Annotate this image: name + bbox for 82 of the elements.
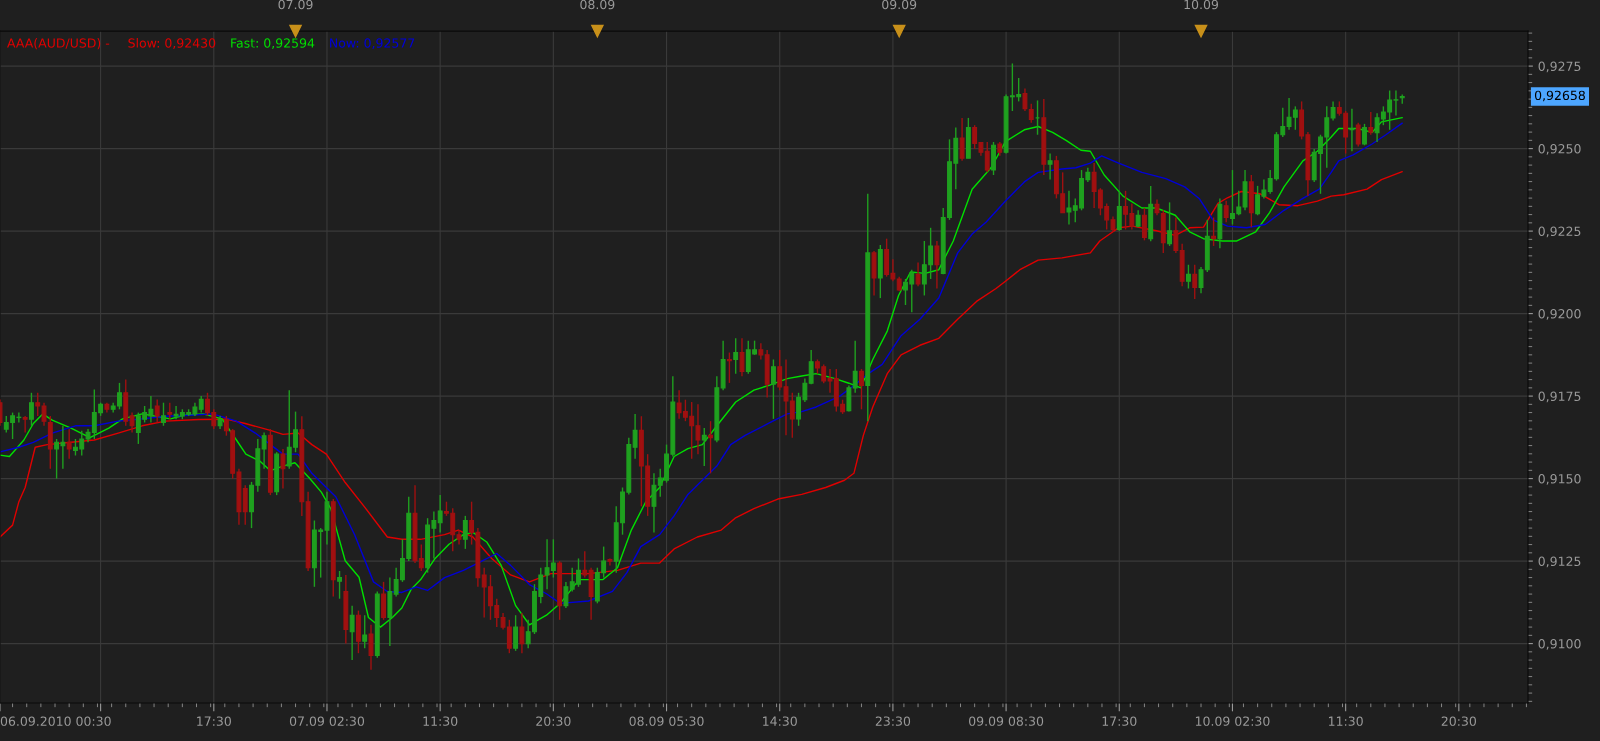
candlestick — [770, 358, 776, 420]
candlestick — [632, 413, 638, 460]
candlestick — [739, 337, 745, 377]
candlestick — [1028, 103, 1034, 124]
candlestick — [846, 384, 852, 413]
x-tick-label: 23:30 — [875, 716, 911, 726]
candlestick — [915, 261, 921, 287]
candlestick — [1116, 190, 1122, 232]
candlestick — [368, 624, 374, 671]
candlestick — [808, 349, 814, 385]
candlestick — [1173, 216, 1179, 254]
candlestick — [859, 368, 864, 410]
candlestick — [362, 614, 368, 649]
candlestick — [349, 604, 355, 661]
x-tick-label: 10.09 02:30 — [1195, 716, 1270, 726]
x-tick-label: 20:30 — [1441, 716, 1477, 726]
candlestick — [513, 614, 519, 652]
x-tick-label: 11:30 — [423, 716, 458, 726]
y-tick-label: 0,9100 — [1538, 639, 1581, 650]
x-tick-label: 17:30 — [1102, 716, 1137, 726]
y-tick-label: 0,9175 — [1538, 391, 1581, 403]
candlestick — [1368, 111, 1374, 136]
x-tick-label: 06.09.2010 00:30 — [0, 716, 111, 726]
x-tick-label: 08.09 05:30 — [629, 716, 704, 726]
y-tick-label: 0,9250 — [1538, 144, 1581, 155]
candlestick — [280, 448, 286, 490]
y-tick-label: 0,9200 — [1538, 309, 1581, 320]
candlestick — [852, 339, 858, 394]
x-tick-label: 17:30 — [197, 716, 231, 726]
candlestick — [701, 427, 707, 467]
x-tick-label: 07.09 02:30 — [289, 716, 365, 726]
candlestick — [984, 141, 990, 174]
candlestick — [1047, 152, 1053, 181]
x-tick-label: 20:30 — [536, 716, 571, 726]
candlestick — [242, 484, 248, 526]
y-tick-label: 0,9125 — [1538, 556, 1581, 568]
y-tick-label: 0,9225 — [1538, 226, 1581, 238]
candlestick — [1211, 216, 1217, 247]
candlestick — [129, 411, 135, 434]
candlestick — [462, 515, 468, 550]
x-tick-label: 14:30 — [763, 716, 797, 726]
x2-tick-label: 08.09 — [580, 0, 615, 10]
candlestick — [1355, 122, 1361, 148]
candlestick — [381, 581, 387, 621]
candlestick — [959, 117, 965, 162]
candlestick — [337, 570, 342, 600]
x-tick-label: 09.09 08:30 — [969, 716, 1044, 726]
candlestick — [261, 431, 267, 470]
candlestick — [758, 342, 764, 361]
text: Fast: 0,92594 — [231, 38, 315, 50]
x2-tick-label: 07.09 — [278, 0, 313, 10]
y-tick-label: 0,9150 — [1538, 474, 1581, 485]
candlestick — [519, 612, 525, 654]
candlestick — [1186, 264, 1191, 290]
candlestick — [66, 428, 72, 460]
candlestick — [708, 420, 713, 475]
candlestick — [1223, 200, 1229, 223]
candlestick — [563, 581, 569, 609]
candlestick — [22, 415, 28, 434]
candlestick — [1141, 207, 1147, 242]
candlestick — [934, 240, 940, 290]
x2-tick-label: 10.09 — [1184, 0, 1219, 10]
text: AAA(AUD/USD) - — [7, 38, 110, 50]
x-tick-label: 11:30 — [1329, 716, 1363, 726]
candlestick — [726, 351, 732, 384]
candlestick — [582, 550, 588, 579]
candlestick — [154, 398, 160, 424]
candlestick — [1167, 201, 1173, 247]
candlestick — [28, 392, 34, 427]
text: Now: 0,92577 — [330, 38, 415, 50]
text: Slow: 0,92430 — [128, 38, 216, 50]
y-tick-label: 0,9275 — [1538, 61, 1581, 73]
candlestick — [1022, 87, 1028, 112]
candlestick — [1330, 100, 1336, 122]
candlestick — [437, 494, 443, 534]
x2-tick-label: 09.09 — [882, 0, 917, 10]
candlestick — [733, 337, 739, 375]
candlestick — [651, 472, 657, 534]
candlestick — [1349, 107, 1355, 152]
candlestick — [161, 401, 166, 427]
text: 0,92658 — [1534, 90, 1585, 102]
candlestick — [1192, 264, 1198, 300]
